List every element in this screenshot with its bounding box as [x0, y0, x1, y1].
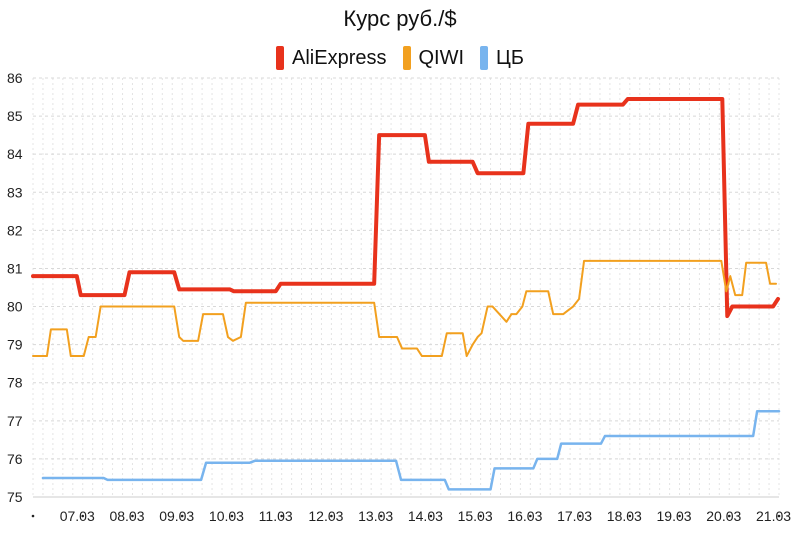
- grid-layer: [32, 77, 780, 498]
- x-tick-mark: [578, 514, 582, 518]
- x-tick-label: 11.03: [259, 508, 293, 524]
- x-tick-mark: [230, 514, 234, 518]
- y-tick-label: 80: [7, 299, 23, 315]
- x-tick-label: 09.03: [159, 508, 194, 524]
- x-tick-mark: [131, 514, 134, 518]
- legend-item-qiwi[interactable]: QIWI: [402, 46, 465, 70]
- y-tick-label: 85: [7, 108, 23, 124]
- y-tick-label: 76: [7, 451, 23, 467]
- x-tick-label: 10.03: [209, 508, 244, 524]
- x-tick-mark: [280, 514, 283, 518]
- series-layer: [31, 96, 781, 491]
- legend-item-cb[interactable]: ЦБ: [480, 46, 524, 70]
- legend-swatch-cb: [480, 46, 489, 70]
- x-tick-mark: [628, 514, 632, 518]
- x-tick-label: 16.03: [507, 508, 542, 524]
- y-tick-label: 77: [7, 413, 23, 429]
- y-tick-label: 79: [7, 337, 23, 353]
- x-tick-label: 12.03: [308, 508, 343, 524]
- chart-title: Курс руб./$: [343, 6, 457, 31]
- x-tick-mark: [727, 514, 731, 518]
- x-tick-mark: [777, 514, 781, 518]
- y-tick-label: 83: [7, 184, 23, 200]
- x-tick-mark: [81, 514, 85, 518]
- legend-label-aliexpress: AliExpress: [292, 46, 387, 69]
- legend-label-cb: ЦБ: [496, 46, 524, 69]
- x-tick-mark: [330, 514, 333, 518]
- axis-layer: 75 76 77 78 79 80 81 82 83 84 85 86 07.03 08.03 09.03 1…: [7, 70, 791, 524]
- x-tick-label: 14.03: [408, 508, 443, 524]
- x-tick-label: 07.03: [60, 508, 95, 524]
- x-tick-mark: [678, 514, 681, 518]
- x-tick-mark: [479, 514, 482, 518]
- y-tick-label: 81: [7, 260, 23, 276]
- x-tick-mark: [180, 514, 184, 518]
- y-tick-label: 75: [7, 489, 23, 505]
- series-line-aliexpress: [31, 96, 781, 319]
- x-tick-label: 08.03: [109, 508, 144, 524]
- y-tick-label: 84: [7, 146, 23, 162]
- x-tick-label: 17.03: [557, 508, 592, 524]
- x-tick-label: 21.03: [756, 508, 791, 524]
- x-tick-label: 13.03: [358, 508, 393, 524]
- y-tick-label: 78: [7, 375, 23, 391]
- chart-legend: AliExpress QIWI ЦБ: [0, 46, 800, 70]
- x-tick-mark: [529, 514, 532, 518]
- x-tick-mark: [31, 514, 35, 518]
- x-tick-mark: [429, 514, 433, 518]
- x-tick-label: 18.03: [607, 508, 642, 524]
- x-tick-label: 20.03: [706, 508, 741, 524]
- legend-swatch-aliexpress: [276, 46, 285, 70]
- x-tick-label: 19.03: [657, 508, 692, 524]
- x-tick-label: 15.03: [458, 508, 493, 524]
- legend-label-qiwi: QIWI: [418, 46, 465, 69]
- legend-swatch-qiwi: [402, 46, 411, 70]
- x-tick-mark: [379, 514, 383, 518]
- series-line-cb: [41, 410, 781, 491]
- y-tick-label: 82: [7, 222, 23, 238]
- legend-item-aliexpress[interactable]: AliExpress: [276, 46, 387, 70]
- series-line-qiwi: [32, 259, 778, 358]
- y-tick-label: 86: [7, 70, 23, 86]
